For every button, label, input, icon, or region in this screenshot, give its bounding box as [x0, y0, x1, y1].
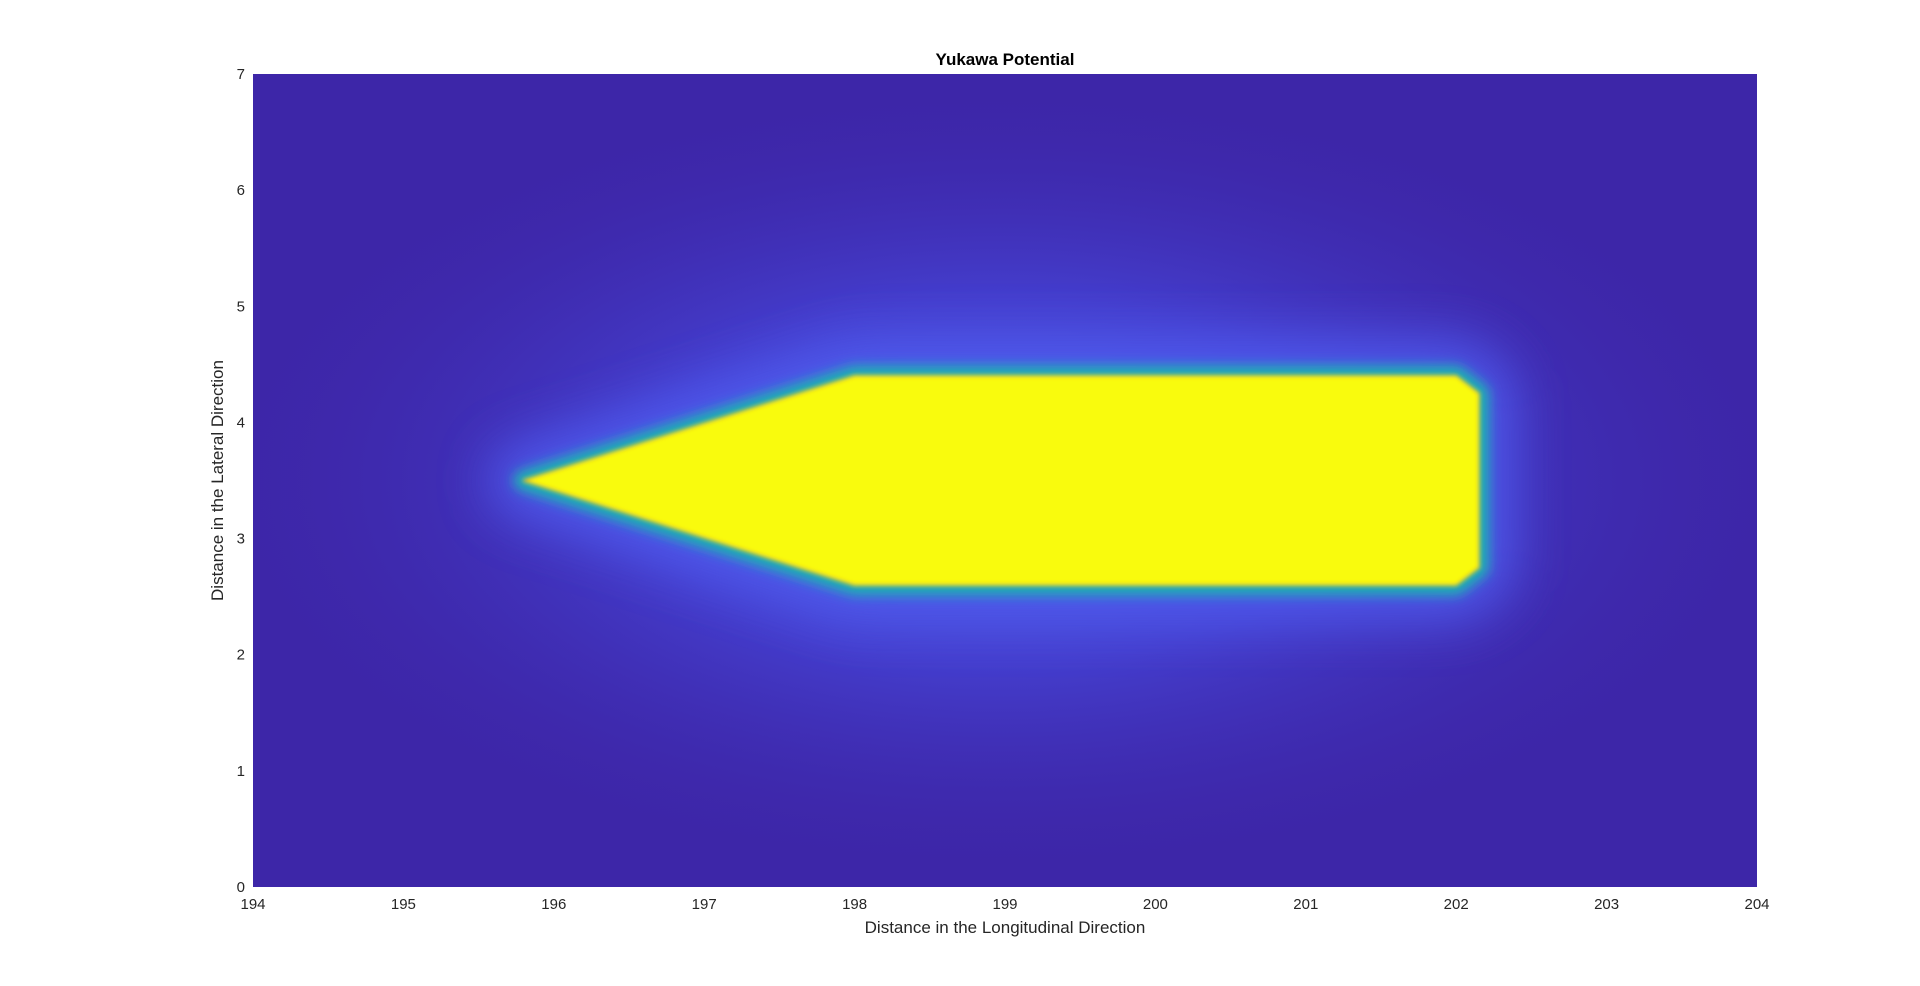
y-tick-label: 5 — [237, 298, 245, 315]
x-tick-label: 200 — [1143, 896, 1168, 913]
x-tick-label: 204 — [1744, 896, 1769, 913]
heat-layers — [253, 76, 1757, 885]
y-tick-label: 1 — [237, 763, 245, 780]
y-tick-label: 4 — [237, 414, 245, 431]
x-tick-label: 198 — [842, 896, 867, 913]
x-tick-label: 203 — [1594, 896, 1619, 913]
x-tick-label: 199 — [992, 896, 1017, 913]
y-axis-ticks: 0 1 2 3 4 5 6 7 — [237, 66, 245, 896]
x-tick-label: 194 — [240, 896, 265, 913]
x-tick-label: 197 — [692, 896, 717, 913]
x-axis-label: Distance in the Longitudinal Direction — [865, 918, 1146, 937]
plot-area — [253, 74, 1757, 887]
x-tick-label: 196 — [541, 896, 566, 913]
x-tick-label: 195 — [391, 896, 416, 913]
y-tick-label: 0 — [237, 879, 245, 896]
x-tick-label: 202 — [1444, 896, 1469, 913]
chart-title: Yukawa Potential — [936, 50, 1075, 69]
y-tick-label: 2 — [237, 647, 245, 664]
y-axis-label: Distance in the Lateral Direction — [208, 360, 227, 601]
x-tick-label: 201 — [1293, 896, 1318, 913]
x-axis-ticks: 194 195 196 197 198 199 200 201 202 203 204 — [240, 896, 1769, 913]
y-tick-label: 6 — [237, 182, 245, 199]
y-tick-label: 3 — [237, 531, 245, 548]
potential-core — [522, 375, 1480, 586]
y-tick-label: 7 — [237, 66, 245, 83]
